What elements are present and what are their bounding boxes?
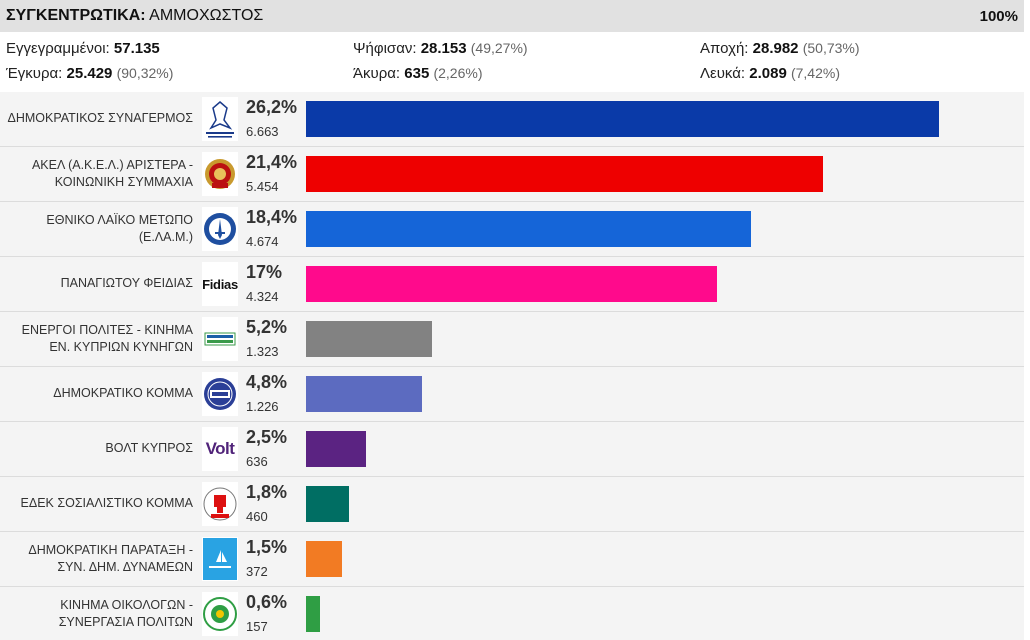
row-divider: [0, 311, 1024, 312]
party-percentage: 4,8%: [246, 372, 288, 392]
party-votes: 1.323: [246, 344, 279, 359]
party-name: ΠΑΝΑΓΙΩΤΟΥ ΦΕΙΔΙΑΣ: [60, 276, 193, 290]
party-percentage: 0,6%: [246, 592, 288, 612]
row-divider: [0, 201, 1024, 202]
stat-invalid: Άκυρα: 635 (2,26%): [353, 65, 483, 82]
diko-logo: [202, 372, 238, 416]
party-name: ΕΘΝΙΚΟ ΛΑΪΚΟ ΜΕΤΩΠΟ (Ε.ΛΑ.Μ.): [46, 212, 193, 244]
party-votes: 460: [246, 509, 268, 524]
stat-valid: Έγκυρα: 25.429 (90,32%): [6, 65, 174, 82]
result-bar: [306, 596, 320, 632]
elam-logo: [202, 207, 238, 251]
fidias-logo: Fidias: [202, 262, 238, 306]
result-bar: [306, 431, 366, 467]
party-row[interactable]: ΕΝΕΡΓΟΙ ΠΟΛΙΤΕΣ - ΚΙΝΗΜΑ ΕΝ. ΚΥΠΡΙΩΝ ΚΥΝ…: [0, 312, 1024, 367]
party-name: ΒΟΛΤ ΚΥΠΡΟΣ: [105, 441, 193, 455]
party-votes: 157: [246, 619, 268, 634]
party-votes: 4.324: [246, 289, 279, 304]
result-bar: [306, 321, 432, 357]
party-votes: 372: [246, 564, 268, 579]
edek-logo: [202, 482, 238, 526]
party-row[interactable]: ΔΗΜΟΚΡΑΤΙΚΟΣ ΣΥΝΑΓΕΡΜΟΣ 26,2% 6.663: [0, 92, 1024, 147]
party-row[interactable]: ΒΟΛΤ ΚΥΠΡΟΣ Volt 2,5% 636: [0, 422, 1024, 477]
row-divider: [0, 146, 1024, 147]
party-name: ΚΙΝΗΜΑ ΟΙΚΟΛΟΓΩΝ - ΣΥΝΕΡΓΑΣΙΑ ΠΟΛΙΤΩΝ: [58, 597, 193, 629]
dipa-logo: [202, 537, 238, 581]
greens-logo: [202, 592, 238, 636]
party-votes: 636: [246, 454, 268, 469]
party-percentage: 26,2%: [246, 97, 298, 117]
result-bar: [306, 486, 349, 522]
party-percentage: 5,2%: [246, 317, 288, 337]
row-divider: [0, 476, 1024, 477]
party-name: ΔΗΜΟΚΡΑΤΙΚΗ ΠΑΡΑΤΑΞΗ - ΣΥΝ. ΔΗΜ. ΔΥΝΑΜΕΩ…: [28, 542, 193, 574]
party-row[interactable]: ΕΔΕΚ ΣΟΣΙΑΛΙΣΤΙΚΟ ΚΟΜΜΑ 1,8% 460: [0, 477, 1024, 532]
party-row[interactable]: ΠΑΝΑΓΙΩΤΟΥ ΦΕΙΔΙΑΣ Fidias 17% 4.324: [0, 257, 1024, 312]
party-name: ΔΗΜΟΚΡΑΤΙΚΟ ΚΟΜΜΑ: [53, 386, 193, 400]
row-divider: [0, 366, 1024, 367]
party-name: ΕΝΕΡΓΟΙ ΠΟΛΙΤΕΣ - ΚΙΝΗΜΑ ΕΝ. ΚΥΠΡΙΩΝ ΚΥΝ…: [21, 322, 193, 354]
party-name: ΕΔΕΚ ΣΟΣΙΑΛΙΣΤΙΚΟ ΚΟΜΜΑ: [20, 496, 193, 510]
page-title: ΣΥΓΚΕΝΤΡΩΤΙΚΑ: ΑΜΜΟΧΩΣΤΟΣ: [6, 7, 264, 24]
party-percentage: 18,4%: [246, 207, 298, 227]
party-row[interactable]: ΔΗΜΟΚΡΑΤΙΚΗ ΠΑΡΑΤΑΞΗ - ΣΥΝ. ΔΗΜ. ΔΥΝΑΜΕΩ…: [0, 532, 1024, 587]
party-votes: 5.454: [246, 179, 279, 194]
active-citizens-logo: [202, 317, 238, 361]
result-bar: [306, 541, 342, 577]
stat-registered: Εγγεγραμμένοι: 57.135: [6, 40, 160, 57]
party-percentage: 17%: [246, 262, 283, 282]
party-row[interactable]: ΔΗΜΟΚΡΑΤΙΚΟ ΚΟΜΜΑ 4,8% 1.226: [0, 367, 1024, 422]
party-name: ΔΗΜΟΚΡΑΤΙΚΟΣ ΣΥΝΑΓΕΡΜΟΣ: [7, 111, 193, 125]
counted-percentage: 100%: [979, 7, 1018, 25]
party-row[interactable]: ΕΘΝΙΚΟ ΛΑΪΚΟ ΜΕΤΩΠΟ (Ε.ΛΑ.Μ.) 18,4% 4.674: [0, 202, 1024, 257]
party-percentage: 21,4%: [246, 152, 298, 172]
disy-logo: [202, 97, 238, 141]
result-bar: [306, 101, 939, 137]
akel-logo: [202, 152, 238, 196]
result-bar: [306, 376, 422, 412]
row-divider: [0, 256, 1024, 257]
stat-blank: Λευκά: 2.089 (7,42%): [700, 65, 840, 82]
row-divider: [0, 531, 1024, 532]
volt-logo: Volt: [202, 427, 238, 471]
stat-voted: Ψήφισαν: 28.153 (49,27%): [353, 40, 528, 57]
row-divider: [0, 586, 1024, 587]
party-row[interactable]: ΑΚΕΛ (Α.Κ.Ε.Λ.) ΑΡΙΣΤΕΡΑ - ΚΟΙΝΩΝΙΚΗ ΣΥΜ…: [0, 147, 1024, 202]
stat-abstention: Αποχή: 28.982 (50,73%): [700, 40, 860, 57]
result-bar: [306, 211, 751, 247]
turnout-stats: Εγγεγραμμένοι: 57.135 Ψήφισαν: 28.153 (4…: [0, 32, 1024, 92]
party-votes: 1.226: [246, 399, 279, 414]
party-votes: 4.674: [246, 234, 279, 249]
party-percentage: 1,8%: [246, 482, 288, 502]
party-percentage: 2,5%: [246, 427, 288, 447]
result-bar: [306, 156, 823, 192]
party-row[interactable]: ΚΙΝΗΜΑ ΟΙΚΟΛΟΓΩΝ - ΣΥΝΕΡΓΑΣΙΑ ΠΟΛΙΤΩΝ 0,6…: [0, 587, 1024, 640]
party-votes: 6.663: [246, 124, 279, 139]
party-percentage: 1,5%: [246, 537, 288, 557]
party-name: ΑΚΕΛ (Α.Κ.Ε.Λ.) ΑΡΙΣΤΕΡΑ - ΚΟΙΝΩΝΙΚΗ ΣΥΜ…: [31, 157, 193, 189]
result-bar: [306, 266, 717, 302]
row-divider: [0, 421, 1024, 422]
results-header: ΣΥΓΚΕΝΤΡΩΤΙΚΑ: ΑΜΜΟΧΩΣΤΟΣ 100%: [0, 0, 1024, 32]
